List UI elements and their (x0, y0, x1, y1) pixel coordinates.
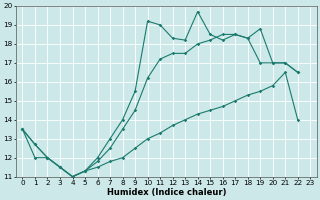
X-axis label: Humidex (Indice chaleur): Humidex (Indice chaleur) (107, 188, 226, 197)
